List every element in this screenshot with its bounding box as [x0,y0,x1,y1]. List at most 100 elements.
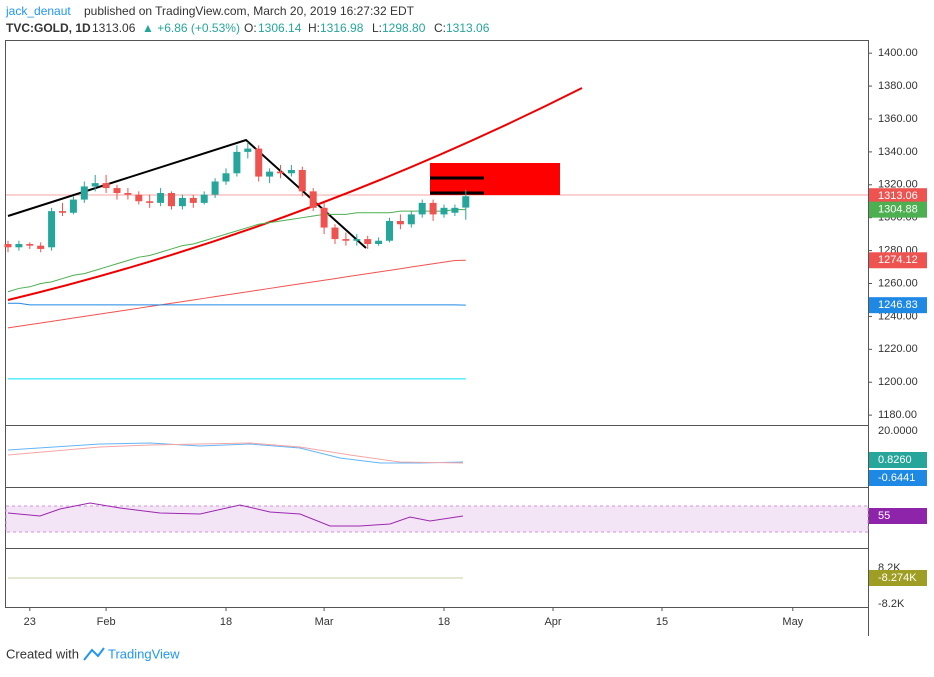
pane-label: -8.2K [878,598,905,610]
last: 1313.06 [92,21,136,35]
candle-body [440,207,448,215]
candle-body [266,171,274,177]
moving-average [8,302,466,306]
candle-body [222,173,230,182]
open: 1306.14 [258,21,302,35]
price-label-bg [869,201,927,218]
candle-body [462,196,470,208]
pane-label: -8.274K [878,572,917,584]
price-label: 1274.12 [878,254,918,266]
y-tick-label: 1180.00 [878,409,917,421]
x-tick-label: 18 [438,616,450,628]
pane-label: 0.8260 [878,454,912,466]
candle-body [211,181,219,195]
signal-line [7,442,464,464]
l-label: L: [372,21,382,35]
candle-body [146,201,154,203]
pane-label-bg [869,570,927,586]
x-tick-label: May [782,616,803,628]
candle-body [407,214,415,225]
rsi-line [7,502,464,527]
y-tick-label: 1360.00 [878,113,918,125]
macd-line [7,442,464,464]
candle-body [102,183,110,189]
candle-body [287,169,295,174]
x-tick-label: Feb [97,616,116,628]
pane-label: 20.0000 [878,425,918,437]
candle-body [48,211,56,248]
pane-label-bg [869,452,927,468]
candle-body [113,188,121,194]
candle-body [26,244,34,246]
candle-body [37,245,45,249]
candle-body [396,220,404,225]
frames [5,40,869,636]
price-label-bg [869,252,927,269]
candle-body [80,186,88,200]
low: 1298.80 [382,21,426,35]
price-label-bg [869,297,927,314]
y-tick-label: 1380.00 [878,80,918,92]
candle-body [200,194,208,203]
x-tick-label: 15 [656,616,668,628]
candle-body [331,227,339,240]
zone-lines [430,176,484,195]
pane-label-bg [869,508,927,524]
candle-body [69,199,77,213]
y-tick-label: 1320.00 [878,179,918,191]
x-tick-label: 23 [24,616,36,628]
candle-body [189,197,197,203]
candle-body [168,193,175,207]
y-tick-label: 1260.00 [878,277,918,289]
candle-body [277,171,284,174]
y-tick-label: 1200.00 [878,376,918,388]
candle-body [135,194,143,202]
logo [83,647,105,661]
curve [7,87,583,301]
published: published on TradingView.com, March 20, … [84,4,415,18]
candle-body [4,244,12,248]
candle-body [91,183,99,187]
candle-body [255,148,263,177]
pane-label: 55 [878,510,890,522]
x-tick-label: 18 [220,616,232,628]
pane-label-bg [869,470,927,486]
price-label-bg [869,188,927,205]
price-label: 1304.88 [878,204,918,216]
symbol: TVC:GOLD, 1D [6,21,91,35]
candle-body [418,202,426,215]
moving-average [7,208,466,293]
o-label: O: [244,21,257,35]
x-tick-label: Apr [544,616,561,628]
y-tick-label: 1340.00 [878,146,918,158]
close: 1313.06 [446,21,490,35]
candle-body [375,240,383,245]
candle-body [342,239,350,241]
price-label: 1246.83 [878,299,918,311]
candle-body [298,169,306,192]
candle-body [451,207,459,213]
footer-brand[interactable]: TradingView [108,646,180,661]
rsi-band [5,505,869,533]
h-label: H: [308,21,320,35]
candle-body [59,211,66,213]
y-tick-label: 1220.00 [878,343,918,355]
candle-body [429,202,437,215]
pane-label: -0.6441 [878,472,915,484]
moving-average [7,259,466,329]
author[interactable]: jack_denaut [5,4,71,18]
candle-body [386,220,393,241]
candle-body [157,193,165,203]
candle-body [309,191,317,208]
candle-body [364,239,372,245]
y-tick-label: 1400.00 [878,47,918,59]
candle-body [233,151,241,174]
c-label: C: [434,21,446,35]
price-label: 1313.06 [878,190,918,202]
high: 1316.98 [320,21,364,35]
candle-body [15,244,23,248]
candle-body [124,193,132,195]
y-tick-label: 1240.00 [878,310,918,322]
candle-body [353,239,361,241]
